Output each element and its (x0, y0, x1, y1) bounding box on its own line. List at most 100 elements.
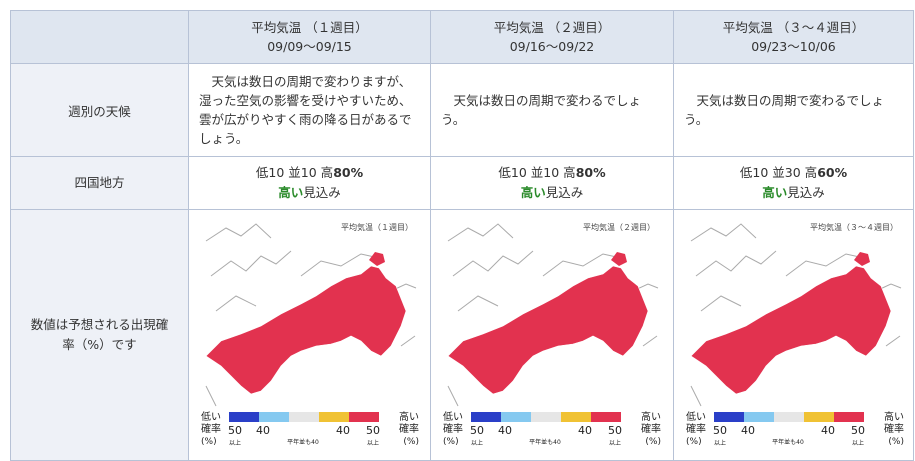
outlook: 高い見込み (674, 183, 913, 203)
low-value: 10 (510, 165, 527, 180)
outlook-suffix: 見込み (303, 185, 341, 200)
normal-label: 並 (288, 165, 301, 180)
high-value: 80 (575, 165, 594, 180)
legend-pct: (%) (403, 437, 419, 447)
legend-swatch (259, 412, 289, 422)
island (369, 252, 385, 266)
unit: % (350, 165, 364, 180)
weather-text: 天気は数日の周期で変わりますが、湿った空気の影響を受けやすいため、雲が広がりやす… (199, 74, 412, 146)
legend-swatch (804, 412, 834, 422)
outlook-level: 高い (520, 185, 546, 200)
map-cell: 平均気温（２週目） 低い 確率 (%) 高い 確率 (%) 50 40 40 50 以上 以上 平年並も4… (430, 209, 674, 461)
normal-label: 並 (772, 165, 785, 180)
weather-text: 天気は数日の周期で変わるでしょう。 (684, 93, 885, 127)
map-cell: 平均気温（３～４週目） 低い 確率 (%) 高い 確率 (%) 50 40 40 50 以上 以上 平年並… (673, 209, 914, 461)
high-label: 高 (320, 165, 334, 180)
legend-tick: 50 (713, 424, 727, 437)
legend-tick: 40 (336, 424, 350, 437)
legend-tick: 40 (256, 424, 270, 437)
normal-value: 10 (543, 165, 560, 180)
header-cell: 平均気温 （２週目） 09/16～09/22 (430, 10, 674, 64)
coastline (205, 223, 417, 407)
legend-swatch (714, 412, 744, 422)
legend-tick: 50 (228, 424, 242, 437)
high-label: 高 (563, 165, 576, 180)
coastline (447, 223, 659, 407)
normal-value: 30 (784, 165, 801, 180)
legend-swatch (349, 412, 379, 422)
legend-rate: 確率 (443, 422, 463, 435)
outlook: 高い見込み (431, 183, 673, 203)
legend-low: 低い (686, 411, 706, 423)
region-cell: 低10 並10 高80% 高い見込み (430, 156, 674, 210)
row-label: 数値は予想される出現確率（%）です (10, 209, 189, 461)
header-title: 平均気温 （２週目） (493, 20, 611, 35)
legend-above: 以上 (852, 439, 864, 447)
legend-swatch (289, 412, 319, 422)
low-label: 低 (498, 165, 511, 180)
header-title: 平均気温 （１週目） (251, 20, 368, 35)
map-cell: 平均気温（１週目） 低い 確率 (%) 高い 確率 (%) 50 40 40 50 以上 以上 平年並も4… (188, 209, 431, 461)
low-value: 10 (268, 165, 285, 180)
legend-swatch (774, 412, 804, 422)
legend-tick: 50 (470, 424, 484, 437)
header-cell: 平均気温 （３～４週目） 09/23～10/06 (673, 10, 914, 64)
low-value: 10 (752, 165, 769, 180)
legend-tick: 50 (608, 424, 622, 437)
legend-above: 以上 (229, 439, 241, 447)
header-dates: 09/16～09/22 (509, 39, 595, 54)
region-cell: 低10 並10 高80% 高い見込み (188, 156, 431, 210)
island (611, 252, 627, 266)
legend-above: 以上 (471, 439, 483, 447)
weather-cell: 天気は数日の周期で変わりますが、湿った空気の影響を受けやすいため、雲が広がりやす… (188, 63, 431, 157)
legend-high: 高い (884, 410, 904, 423)
outlook-level: 高い (762, 185, 788, 200)
outlook-level: 高い (278, 185, 304, 200)
region-row: 四国地方 低10 並10 高80% 高い見込み 低10 並10 高80% 高い見込み低… (10, 156, 914, 210)
legend-rate: 確率 (884, 422, 904, 435)
row-label: 週別の天候 (10, 63, 189, 157)
coastline (690, 223, 902, 407)
unit: % (593, 165, 606, 180)
shikoku (690, 265, 892, 395)
legend-tick: 50 (851, 424, 865, 437)
header-cell: 平均気温 （１週目） 09/09～09/15 (188, 10, 431, 64)
probabilities: 低10 並10 高80% (189, 163, 430, 183)
legend-swatch (591, 412, 621, 422)
legend-swatch (501, 412, 531, 422)
map-title: 平均気温（３～４週目） (810, 222, 898, 232)
island (854, 252, 870, 266)
normal-value: 10 (300, 165, 317, 180)
shikoku (205, 265, 407, 395)
legend-pct: (%) (888, 437, 904, 447)
legend-above: 以上 (609, 439, 621, 447)
legend-pct: (%) (443, 437, 459, 447)
legend-rate: 確率 (201, 422, 221, 435)
legend-pct: (%) (686, 437, 702, 447)
low-label: 低 (255, 165, 269, 180)
high-label: 高 (804, 165, 818, 180)
outlook-suffix: 見込み (787, 185, 825, 200)
header-dates: 09/23～10/06 (751, 39, 836, 54)
map-title: 平均気温（２週目） (583, 222, 655, 232)
legend-swatch (319, 412, 349, 422)
legend-rate: 確率 (686, 422, 706, 435)
legend-swatch (471, 412, 501, 422)
legend-pct: (%) (201, 437, 217, 447)
region-cell: 低10 並30 高60% 高い見込み (673, 156, 914, 210)
corner (10, 10, 189, 64)
legend-swatch (744, 412, 774, 422)
legend-swatch (229, 412, 259, 422)
legend-pct: (%) (645, 437, 661, 447)
legend-above: 以上 (714, 439, 726, 447)
row-label: 四国地方 (10, 156, 189, 210)
legend-tick: 40 (578, 424, 592, 437)
legend-note: 平年並も40 (529, 438, 561, 446)
shikoku (447, 265, 649, 395)
legend-above: 以上 (367, 439, 379, 447)
